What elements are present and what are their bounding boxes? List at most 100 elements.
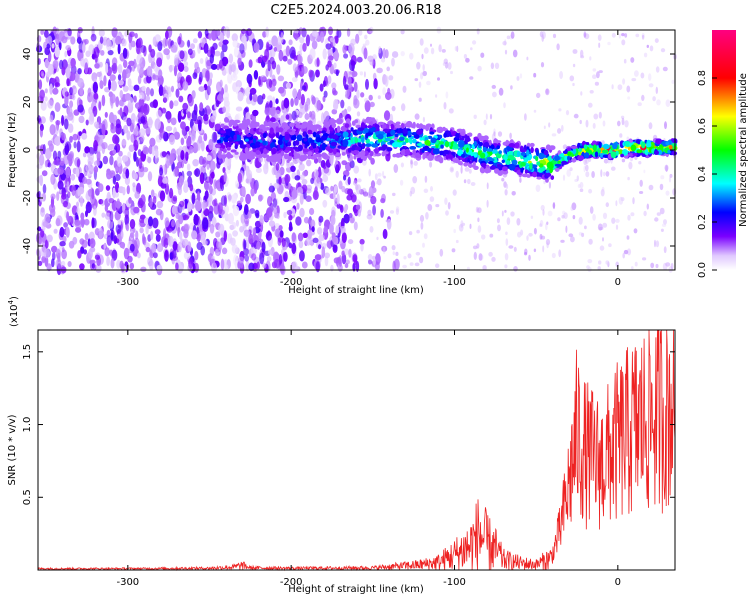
spectrogram-noise-blob xyxy=(231,221,236,230)
spectrogram-faint-blob xyxy=(533,227,537,235)
spectrogram-faint-blob xyxy=(392,192,396,197)
spectrogram-noise-blob xyxy=(81,133,88,140)
spectrogram-noise-blob xyxy=(231,73,238,81)
spectrogram-faint-blob xyxy=(642,257,647,261)
spectrogram-noise-blob xyxy=(117,64,123,74)
spectrogram-noise-blob xyxy=(301,85,307,91)
spectrogram-ridge-blob xyxy=(296,134,303,142)
spectrogram-noise-blob xyxy=(321,246,326,259)
spectrogram-noise-blob xyxy=(88,188,92,197)
spectrogram-noise-blob xyxy=(99,184,103,191)
spectrogram-faint-blob xyxy=(664,121,667,130)
spectrogram-noise-blob xyxy=(341,185,346,193)
spectrogram-ridge-blob xyxy=(412,138,417,144)
spectrogram-ridge-blob xyxy=(287,157,292,162)
spectrogram-ridge-blob xyxy=(668,145,673,150)
spectrogram-noise-blob xyxy=(40,246,47,258)
spectrogram-noise-blob xyxy=(116,259,121,269)
spectrogram-noise-blob xyxy=(301,178,308,185)
spectrogram-faint-blob xyxy=(602,222,608,228)
spectrogram-faint-blob xyxy=(448,108,454,114)
snr-plot-frame xyxy=(37,329,676,571)
spectrogram-noise-blob xyxy=(268,185,275,193)
spectrogram-faint-blob xyxy=(598,70,603,74)
spectrogram-noise-blob xyxy=(210,63,218,70)
spectrogram-noise-blob xyxy=(59,241,66,247)
spectrogram-noise-blob xyxy=(92,105,98,117)
spectrogram-faint-blob xyxy=(524,113,527,121)
spectrogram-noise-blob xyxy=(87,152,91,158)
spectrogram-faint-blob xyxy=(588,188,593,194)
spectrogram-noise-blob xyxy=(298,240,304,249)
spectrogram-noise-blob xyxy=(290,98,294,108)
spectrogram-noise-blob xyxy=(124,93,131,101)
spectrogram-faint-blob xyxy=(368,168,372,177)
spectrogram-ridge-blob xyxy=(438,156,443,163)
spectrogram-faint-blob xyxy=(543,125,546,130)
spectrogram-faint-blob xyxy=(659,183,664,191)
spectrogram-faint-blob xyxy=(579,181,584,189)
spectrogram-ridge-blob xyxy=(301,121,309,128)
spectrogram-noise-blob xyxy=(317,227,323,235)
spectrogram-ridge-blob xyxy=(281,122,288,128)
spectrogram-ridge-blob xyxy=(325,121,330,126)
spectrogram-ridge-blob xyxy=(289,122,295,128)
spectrogram-noise-blob xyxy=(146,65,153,78)
spectrogram-noise-blob xyxy=(194,61,199,70)
spectrogram-noise-blob xyxy=(197,219,203,230)
spectrogram-faint-blob xyxy=(528,232,533,237)
spectrogram-faint-blob xyxy=(646,44,649,49)
spectrogram-noise-blob xyxy=(91,188,95,200)
spectrogram-faint-blob xyxy=(633,228,638,234)
spectrogram-noise-blob xyxy=(143,146,150,155)
spectrogram-ridge-blob xyxy=(228,120,233,127)
spectrogram-noise-blob xyxy=(240,28,247,34)
y-tick-label: -20 xyxy=(22,190,33,206)
spectrogram-noise-blob xyxy=(134,102,141,109)
spectrogram-noise-blob xyxy=(220,195,227,206)
spectrogram-ridge-blob xyxy=(268,156,273,161)
spectrogram-noise-blob xyxy=(268,79,273,88)
spectrogram-noise-blob xyxy=(152,217,159,229)
spectrogram-ridge-blob xyxy=(287,141,292,147)
spectrogram-noise-blob xyxy=(256,241,261,250)
spectrogram-noise-blob xyxy=(209,72,213,79)
spectrogram-ridge-blob xyxy=(321,152,327,157)
spectrogram-noise-blob xyxy=(291,232,296,242)
spectrogram-noise-blob xyxy=(296,186,304,197)
spectrogram-noise-blob xyxy=(79,85,84,96)
spectrogram-ridge-blob xyxy=(586,142,590,146)
spectrogram-ridge-blob xyxy=(617,149,623,155)
spectrogram-ridge-blob xyxy=(251,152,256,158)
spectrogram-noise-blob xyxy=(52,87,59,95)
spectrogram-faint-blob xyxy=(655,240,660,248)
spectrogram-noise-blob xyxy=(274,212,279,219)
spectrogram-noise-blob xyxy=(291,242,297,254)
spectrogram-noise-blob xyxy=(286,209,293,216)
spectrogram-faint-blob xyxy=(367,254,373,260)
spectrogram-noise-blob xyxy=(340,204,344,213)
spectrogram-noise-blob xyxy=(131,64,136,72)
spectrogram-noise-blob xyxy=(346,194,353,201)
spectrogram-noise-blob xyxy=(150,48,156,58)
spectrogram-faint-blob xyxy=(472,40,477,45)
spectrogram-ridge-blob xyxy=(591,140,597,146)
spectrogram-noise-blob xyxy=(50,208,56,218)
spectrogram-noise-blob xyxy=(252,109,259,117)
spectrogram-noise-blob xyxy=(55,120,61,126)
spectrogram-noise-blob xyxy=(391,57,395,67)
spectrogram-noise-blob xyxy=(231,244,238,254)
spectrogram-faint-blob xyxy=(419,214,425,223)
spectrogram-faint-blob xyxy=(671,79,675,84)
spectrogram-noise-blob xyxy=(237,91,244,102)
spectrogram-faint-blob xyxy=(580,91,583,96)
spectrogram-noise-blob xyxy=(94,254,100,260)
spectrogram-noise-blob xyxy=(222,106,227,113)
spectrogram-noise-blob xyxy=(197,43,202,54)
spectrogram-noise-blob xyxy=(150,73,157,81)
spectrogram-faint-blob xyxy=(660,175,665,180)
spectrogram-noise-blob xyxy=(341,160,348,166)
spectrogram-faint-blob xyxy=(441,49,446,53)
spectrogram-ridge-blob xyxy=(294,155,298,160)
spectrogram-noise-blob xyxy=(223,230,227,242)
